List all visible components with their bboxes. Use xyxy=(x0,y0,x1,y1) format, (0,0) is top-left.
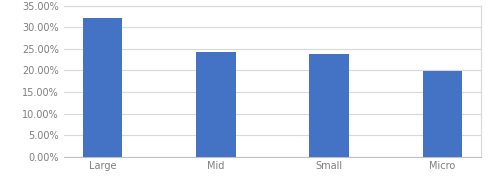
Bar xyxy=(423,71,462,157)
Bar xyxy=(309,54,349,157)
Bar xyxy=(83,18,122,157)
Bar xyxy=(196,52,236,157)
